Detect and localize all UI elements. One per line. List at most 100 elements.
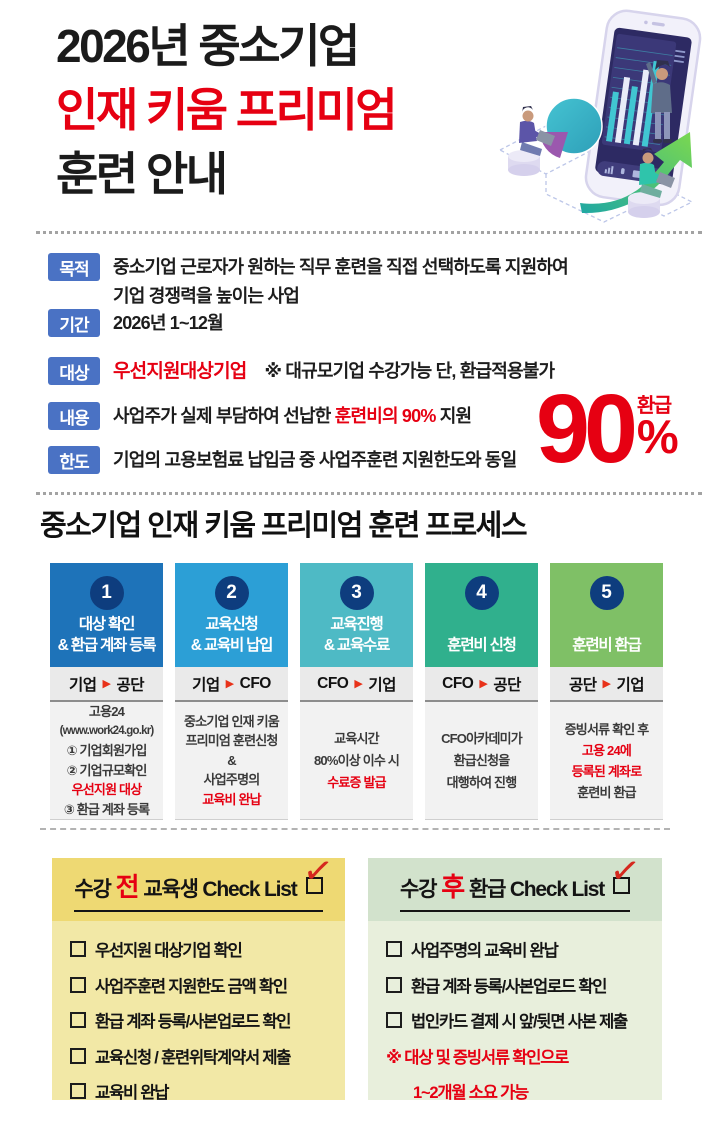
step-route: 공단 ▶ 기업 [550, 667, 663, 702]
refund-number: 90 [536, 374, 638, 483]
step-number-badge: 3 [339, 576, 374, 610]
checklist-item: 교육비 완납 [70, 1079, 337, 1103]
info-row-period: 기간 2026년 1~12월 [48, 309, 224, 338]
step-number-badge: 2 [214, 576, 249, 610]
checklist-before-header: 수강 전 교육생 Check List ✓ [52, 848, 345, 921]
checklist-note: ※ 대상 및 증빙서류 확인으로 [386, 1048, 569, 1067]
info-label-purpose: 목적 [48, 253, 100, 281]
arrow-right-icon: ▶ [102, 678, 111, 690]
step-body: 고용24 (www.work24.go.kr) ① 기업회원가입 ② 기업규모확… [50, 702, 163, 820]
step-title: 교육진행 & 교육수료 [323, 616, 391, 654]
page-title: 2026년 중소기업 인재 키움 프리미엄 훈련 안내 [56, 14, 398, 206]
info-row-content: 내용 사업주가 실제 부담하여 선납한 훈련비의 90% 지원 [48, 402, 472, 431]
checkbox-icon [70, 941, 86, 957]
step-route: 기업 ▶ 공단 [50, 667, 163, 702]
info-text-period: 2026년 1~12월 [113, 313, 224, 333]
step-body: 교육시간 80%이상 이수 시 수료증 발급 [300, 702, 413, 820]
checkbox-icon: ✓ [607, 848, 642, 894]
info-label-limit: 한도 [48, 446, 100, 474]
process-steps: 1 대상 확인 & 환급 계좌 등록 기업 ▶ 공단 고용24 (www.work24… [50, 563, 663, 820]
checkbox-icon: ✓ [300, 848, 334, 894]
info-row-target: 대상 우선지원대상기업 ※ 대규모기업 수강가능 단, 환급적용불가 [48, 357, 555, 386]
step-header: 5 훈련비 환급 [550, 563, 663, 667]
content-highlight: 훈련비의 90% [334, 406, 437, 426]
standing-person-icon [646, 60, 672, 143]
arrow-right-icon: ▶ [479, 678, 488, 690]
step-header: 2 교육신청 & 교육비 납입 [175, 563, 288, 667]
step-route: 기업 ▶ CFO [175, 667, 288, 702]
info-text-purpose: 중소기업 근로자가 원하는 직무 훈련을 직접 선택하도록 지원하여 기업 경쟁… [113, 257, 569, 306]
info-label-period: 기간 [48, 309, 100, 337]
checklist-after-items: 사업주명의 교육비 완납 환급 계좌 등록/사본업로드 확인 법인카드 결제 시… [368, 921, 662, 1102]
checklist-note: 1~2개월 소요 가능 [413, 1084, 529, 1102]
checklist-after-header: 수강 후 환급 Check List ✓ [368, 848, 662, 921]
step-header: 1 대상 확인 & 환급 계좌 등록 [50, 563, 163, 667]
page-title-line3: 훈련 안내 [56, 148, 228, 200]
checkbox-icon [70, 1047, 86, 1064]
checklist-before-course: 수강 전 교육생 Check List ✓ 우선지원 대상기업 확인 사업주훈련 지… [52, 848, 345, 1103]
checkmark-icon: ✓ [607, 848, 642, 893]
info-text-target: 우선지원대상기업 ※ 대규모기업 수강가능 단, 환급적용불가 [113, 357, 555, 386]
checklist-after-course: 수강 후 환급 Check List ✓ 사업주명의 교육비 완납 환급 계좌 등록… [368, 848, 662, 1102]
step-number-badge: 5 [589, 576, 624, 610]
target-highlight: 우선지원대상기업 [113, 361, 247, 382]
arrow-right-icon: ▶ [354, 678, 363, 690]
sitting-person-laptop-icon [508, 106, 555, 176]
page-title-line2: 인재 키움 프리미엄 [56, 84, 398, 136]
checklist-before-title: 수강 전 교육생 Check List ✓ [74, 848, 334, 912]
divider [36, 231, 702, 234]
process-section-title: 중소기업 인재 키움 프리미엄 훈련 프로세스 [40, 510, 528, 542]
checklist-after-title: 수강 후 환급 Check List ✓ [399, 848, 642, 912]
page-title-line1: 2026년 중소기업 [56, 20, 360, 72]
step-title: 훈련비 환급 [572, 637, 642, 654]
checklist-item: 환급 계좌 등록/사본업로드 확인 [70, 1008, 337, 1032]
checklist-before-items: 우선지원 대상기업 확인 사업주훈련 지원한도 금액 확인 환급 계좌 등록/사… [52, 921, 345, 1103]
info-row-purpose: 목적 중소기업 근로자가 원하는 직무 훈련을 직접 선택하도록 지원하여 기업… [48, 253, 569, 311]
checkmark-icon: ✓ [299, 848, 335, 893]
checkbox-icon [70, 1012, 86, 1028]
info-label-content: 내용 [48, 402, 100, 430]
checklist-item: 환급 계좌 등록/사본업로드 확인 [386, 973, 654, 997]
info-label-target: 대상 [48, 357, 100, 385]
step-title: 교육신청 & 교육비 납입 [190, 616, 274, 654]
step-body: 증빙서류 확인 후 고용 24에 등록된 계좌로 훈련비 환급 [550, 702, 663, 820]
arrow-right-icon: ▶ [602, 678, 611, 690]
refund-90-badge: 90 환급 % [536, 374, 679, 483]
checkbox-icon [70, 976, 86, 993]
target-note: ※ 대규모기업 수강가능 단, 환급적용불가 [264, 361, 555, 381]
info-text-limit: 기업의 고용보험료 납입금 중 사업주훈련 지원한도와 동일 [113, 450, 517, 470]
step-route: CFO ▶ 공단 [425, 667, 538, 702]
refund-caption: 환급 [636, 395, 672, 417]
arrow-right-icon: ▶ [225, 678, 234, 690]
process-step-3: 3 교육진행 & 교육수료 CFO ▶ 기업 교육시간 80%이상 이수 시 수료증 … [300, 563, 413, 820]
step-body: CFO아카데미가 환급신청을 대행하여 진행 [425, 702, 538, 820]
info-row-limit: 한도 기업의 고용보험료 납입금 중 사업주훈련 지원한도와 동일 [48, 446, 517, 475]
step-header: 4 훈련비 신청 [425, 563, 538, 667]
checklist-item: 교육신청 / 훈련위탁계약서 제출 [70, 1044, 337, 1068]
growth-arrow-icon [580, 132, 692, 214]
step-header: 3 교육진행 & 교육수료 [300, 563, 413, 667]
refund-percent-sign: % [636, 410, 679, 463]
checkbox-icon [386, 941, 402, 957]
checkbox-icon [386, 1012, 402, 1028]
step-title: 대상 확인 & 환급 계좌 등록 [57, 616, 157, 654]
process-step-5: 5 훈련비 환급 공단 ▶ 기업 증빙서류 확인 후 고용 24에 등록된 계좌로 … [550, 563, 663, 820]
divider [36, 492, 702, 495]
checklist-item: 사업주훈련 지원한도 금액 확인 [70, 973, 337, 997]
step-body: 중소기업 인재 키움 프리미엄 훈련신청 & 사업주명의 교육비 완납 [175, 702, 288, 820]
process-step-1: 1 대상 확인 & 환급 계좌 등록 기업 ▶ 공단 고용24 (www.work24… [50, 563, 163, 820]
step-route: CFO ▶ 기업 [300, 667, 413, 702]
checklist-item: 사업주명의 교육비 완납 [386, 937, 654, 961]
checklist-item: 법인카드 결제 시 앞/뒷면 사본 제출 [386, 1008, 654, 1032]
phone-chart-illustration-icon [498, 9, 702, 223]
step-title: 훈련비 신청 [447, 637, 517, 654]
process-step-4: 4 훈련비 신청 CFO ▶ 공단 CFO아카데미가 환급신청을 대행하여 진행 [425, 563, 538, 820]
sitting-person-laptop-icon [628, 148, 675, 218]
process-step-2: 2 교육신청 & 교육비 납입 기업 ▶ CFO 중소기업 인재 키움 프리미엄 훈련… [175, 563, 288, 820]
divider [40, 828, 670, 830]
checklist-item: 우선지원 대상기업 확인 [70, 937, 337, 961]
checkbox-icon [386, 976, 402, 993]
info-text-content: 사업주가 실제 부담하여 선납한 훈련비의 90% 지원 [113, 406, 472, 426]
step-number-badge: 4 [464, 576, 499, 610]
